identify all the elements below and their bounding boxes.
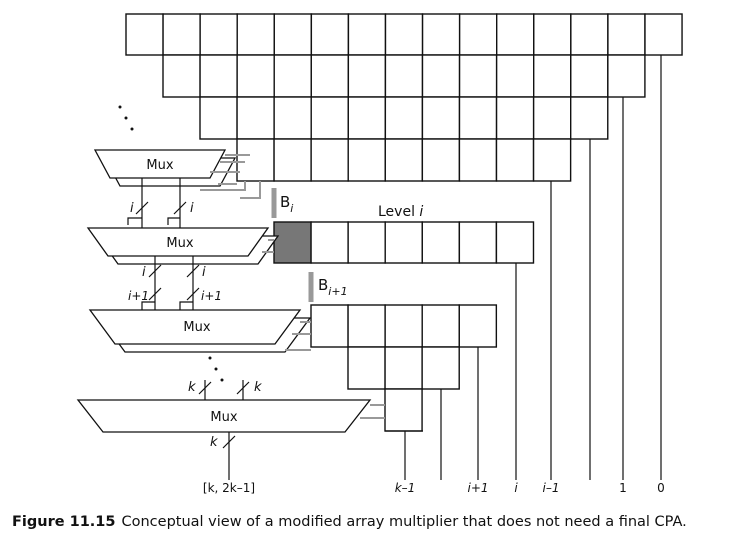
cell (310, 138, 349, 182)
cell (421, 54, 461, 98)
wire-label: i (202, 265, 206, 280)
mux-label: Mux (210, 410, 237, 425)
cell (458, 221, 498, 264)
cell (162, 54, 201, 98)
cell (458, 96, 498, 140)
wires (228, 55, 662, 480)
cell (310, 221, 349, 264)
cell (495, 54, 535, 98)
cell (421, 304, 460, 348)
output-label: 0 (657, 481, 665, 495)
level-label: Level i (378, 204, 423, 220)
cell (458, 54, 498, 98)
output-label: i+1 (467, 481, 488, 495)
cell (384, 346, 423, 390)
cell (347, 13, 387, 56)
wire-label: k (210, 435, 218, 450)
cell-grid (125, 13, 683, 432)
cell (495, 221, 535, 264)
mux-label: Mux (183, 320, 210, 335)
cell (458, 138, 498, 182)
cell (384, 304, 423, 348)
wire-label: i+1 (128, 289, 149, 303)
cell (421, 138, 461, 182)
muxes (76, 149, 372, 433)
cell (644, 13, 683, 56)
wire-label: i (190, 201, 194, 216)
cell (310, 304, 349, 348)
cell (384, 221, 423, 264)
ellipsis (118, 105, 224, 382)
cell (236, 54, 275, 98)
b-label: Bi+1 (318, 276, 348, 298)
cell (273, 13, 313, 56)
cell (347, 138, 386, 182)
cell (533, 54, 572, 98)
cell (199, 54, 238, 98)
mux-label: Mux (166, 236, 193, 251)
cell (421, 13, 461, 56)
mux-wires (127, 178, 250, 449)
output-label: k–1 (395, 481, 416, 495)
cell (162, 13, 201, 56)
cell (570, 13, 609, 56)
cell (495, 138, 535, 182)
cell (458, 304, 498, 348)
cell (532, 138, 572, 182)
wire-label: k (188, 380, 196, 395)
wire-label: k (254, 380, 262, 395)
cell (273, 96, 312, 140)
cell (273, 54, 312, 98)
cell (236, 13, 275, 56)
cell (496, 13, 535, 56)
cell (199, 96, 238, 140)
b-label: Bi (280, 193, 293, 215)
cell (458, 13, 498, 56)
cell (384, 388, 423, 432)
cell (384, 54, 424, 98)
cell (495, 96, 535, 140)
cell (347, 304, 386, 348)
cell (384, 138, 424, 182)
cell (347, 54, 387, 98)
cell (570, 96, 609, 140)
cell (347, 346, 386, 390)
cell (310, 54, 350, 98)
cell (125, 13, 164, 56)
cell (384, 96, 424, 140)
cell (421, 221, 461, 264)
cell (570, 54, 609, 98)
output-label: 1 (619, 481, 627, 495)
cell (236, 96, 275, 140)
cell (310, 96, 349, 140)
wire-label: i+1 (201, 289, 222, 303)
cell (532, 96, 572, 140)
cell (273, 138, 312, 182)
cell (310, 13, 350, 56)
mux-label: Mux (146, 158, 173, 173)
caption: Figure 11.15 Conceptual view of a modifie… (12, 514, 687, 530)
cell (236, 138, 275, 182)
output-label: i (514, 481, 518, 495)
cell (607, 13, 646, 56)
cell (421, 346, 460, 390)
cell (533, 13, 572, 56)
wire-label: i (130, 201, 134, 216)
output-label: [k, 2k–1] (203, 481, 255, 495)
cell (199, 13, 238, 56)
cell (421, 96, 461, 140)
wire-label: i (142, 265, 146, 280)
cell (347, 96, 387, 140)
cell (607, 54, 646, 98)
cell (347, 221, 386, 264)
output-label: i–1 (543, 481, 560, 495)
gray-wires (200, 154, 385, 419)
cell (384, 13, 424, 56)
cell (273, 221, 312, 264)
